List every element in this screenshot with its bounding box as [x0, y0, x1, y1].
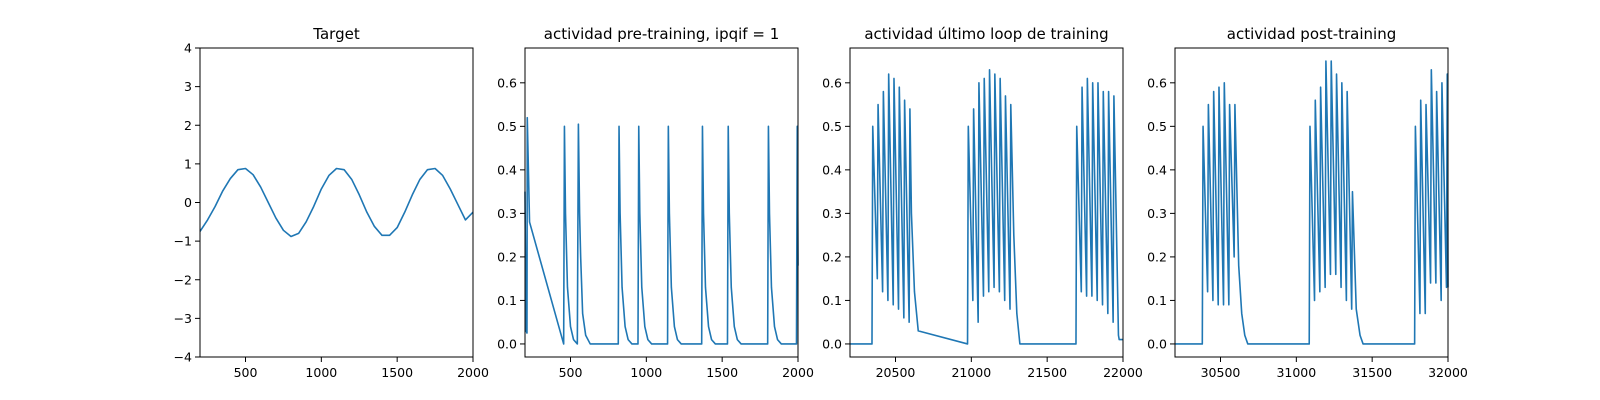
y-tick-label: 0.3 — [1147, 206, 1167, 221]
x-tick-label: 21500 — [1027, 365, 1067, 380]
series-line — [524, 116, 799, 345]
subplot-title: actividad pre-training, ipqif = 1 — [544, 25, 780, 43]
y-tick-label: 2 — [184, 118, 192, 133]
y-tick-label: 0.1 — [497, 293, 517, 308]
y-tick-label: 0.1 — [822, 293, 842, 308]
axes-frame — [524, 47, 799, 358]
x-tick-label: 21000 — [951, 365, 991, 380]
y-tick-label: 3 — [184, 79, 192, 94]
subplot-title: Target — [312, 25, 360, 43]
x-tick-label: 500 — [559, 365, 583, 380]
y-tick-label: 0.5 — [497, 119, 517, 134]
axes-frame — [849, 47, 1124, 358]
x-tick-label: 1500 — [706, 365, 738, 380]
x-tick-label: 2000 — [457, 365, 489, 380]
y-tick-label: −2 — [174, 272, 192, 287]
y-tick-label: 1 — [184, 156, 192, 171]
y-tick-label: 0.2 — [497, 249, 517, 264]
y-tick-label: 0.6 — [497, 75, 517, 90]
y-tick-label: 0.2 — [822, 249, 842, 264]
series-line — [850, 68, 1123, 345]
series-line — [1175, 60, 1449, 345]
x-tick-label: 20500 — [876, 365, 916, 380]
x-tick-label: 1000 — [630, 365, 662, 380]
x-tick-label: 31000 — [1276, 365, 1316, 380]
x-tick-label: 1500 — [381, 365, 413, 380]
subplot-3: 20500 21000 21500 22000 0.0 0.1 0.2 0.3 0.4 0.5 0.… — [822, 25, 1143, 380]
subplot-title: actividad post-training — [1227, 25, 1396, 43]
x-tick-label: 31500 — [1352, 365, 1392, 380]
y-tick-label: 0.2 — [1147, 249, 1167, 264]
subplot-4: 30500 31000 31500 32000 0.0 0.1 0.2 0.3 0.4 0.5 0.… — [1147, 25, 1468, 380]
y-tick-label: −4 — [174, 350, 192, 365]
y-tick-label: 0.0 — [1147, 336, 1167, 351]
subplot-1: 500 1000 1500 2000 −4 −3 −2 −1 0 1 2 3 4 Target — [174, 25, 489, 380]
y-tick-label: 0.1 — [1147, 293, 1167, 308]
axes-frame — [199, 47, 474, 358]
x-tick-label: 32000 — [1428, 365, 1468, 380]
y-tick-label: 4 — [184, 41, 192, 56]
series-line — [199, 167, 474, 238]
y-tick-label: −1 — [174, 234, 192, 249]
x-tick-label: 30500 — [1201, 365, 1241, 380]
y-tick-label: 0.4 — [1147, 162, 1167, 177]
x-tick-label: 22000 — [1103, 365, 1143, 380]
axes-frame — [1174, 47, 1449, 358]
y-tick-label: 0.5 — [1147, 119, 1167, 134]
y-tick-label: 0.0 — [497, 336, 517, 351]
y-tick-label: 0.3 — [822, 206, 842, 221]
y-tick-label: 0.5 — [822, 119, 842, 134]
x-tick-label: 2000 — [782, 365, 814, 380]
y-tick-label: −3 — [174, 311, 192, 326]
y-tick-label: 0.3 — [497, 206, 517, 221]
y-tick-label: 0.6 — [1147, 75, 1167, 90]
y-tick-label: 0.4 — [497, 162, 517, 177]
y-tick-label: 0.4 — [822, 162, 842, 177]
subplot-2: 500 1000 1500 2000 0.0 0.1 0.2 0.3 0.4 0.5 0.6 acti… — [497, 25, 814, 380]
x-tick-label: 1000 — [305, 365, 337, 380]
y-tick-label: 0.6 — [822, 75, 842, 90]
subplot-title: actividad último loop de training — [864, 25, 1108, 43]
y-tick-label: 0.0 — [822, 336, 842, 351]
x-tick-label: 500 — [234, 365, 258, 380]
y-tick-label: 0 — [184, 195, 192, 210]
